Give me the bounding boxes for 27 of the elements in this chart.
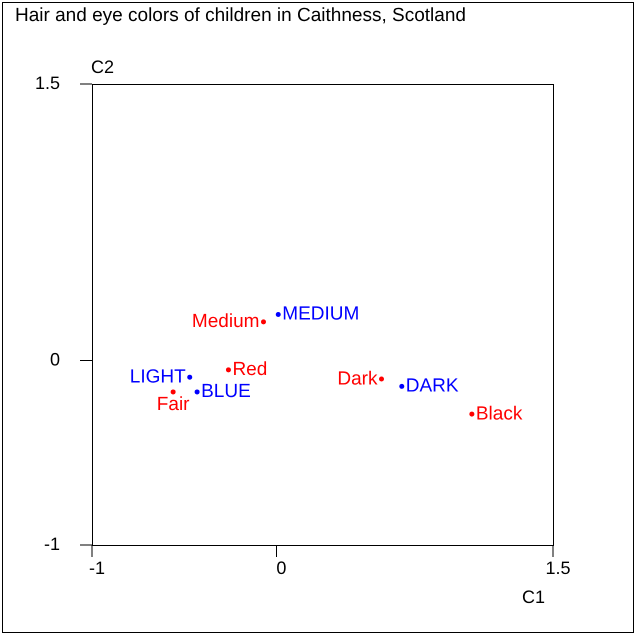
- y-tick-label: 1.5: [34, 72, 60, 93]
- point: [276, 312, 281, 317]
- y-tick-label: -1: [44, 534, 60, 554]
- point: [187, 374, 192, 380]
- data-label: MEDIUM: [282, 304, 360, 325]
- x-tick-label: 1.5: [545, 558, 571, 578]
- data-label: DARK: [406, 376, 459, 397]
- data-label: Red: [232, 359, 268, 380]
- point: [469, 412, 474, 417]
- chart-title: Hair and eye colors of children in Caithness, Scotland: [15, 5, 466, 26]
- data-label: LIGHT: [130, 366, 186, 388]
- data-label: Black: [476, 403, 523, 424]
- point: [260, 319, 266, 324]
- data-label: Dark: [337, 368, 378, 390]
- data-label: Medium: [192, 311, 260, 332]
- point: [399, 384, 404, 389]
- x-axis-title: C1: [522, 587, 546, 607]
- point: [226, 367, 231, 372]
- point: [170, 389, 176, 394]
- y-axis-title: C2: [91, 57, 114, 77]
- y-tick-label: 0: [50, 350, 60, 370]
- data-label: Fair: [156, 394, 190, 415]
- point: [379, 376, 384, 382]
- x-tick-label: -1: [88, 558, 106, 578]
- x-tick-label: 0: [276, 558, 286, 578]
- point: [194, 389, 200, 394]
- data-label: BLUE: [201, 381, 251, 402]
